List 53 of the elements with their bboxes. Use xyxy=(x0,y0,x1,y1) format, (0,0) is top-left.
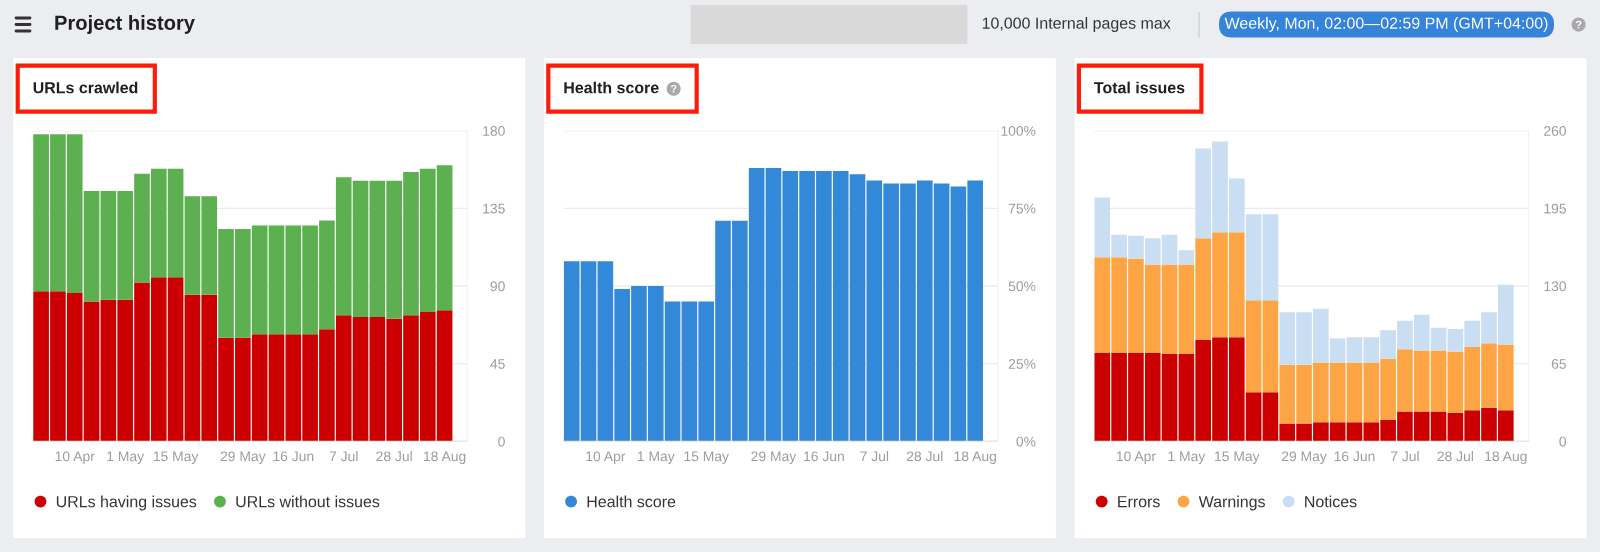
y-tick-label: 260 xyxy=(1544,126,1567,136)
legend-label: URLs having issues xyxy=(56,495,197,511)
y-tick-label: 45 xyxy=(490,359,505,369)
x-tick-label: 1 May xyxy=(637,451,675,464)
y-tick-label: 130 xyxy=(1544,281,1567,292)
chart-title: Health score xyxy=(564,81,659,94)
chart-title: Total issues xyxy=(1094,81,1185,94)
legend-label: Errors xyxy=(1118,496,1160,508)
text: Project history xyxy=(55,15,195,34)
x-tick-label: 16 Jun xyxy=(804,451,844,462)
x-tick-label: 29 May xyxy=(220,451,266,464)
y-tick-label: 100% xyxy=(1001,126,1036,136)
y-tick-label: 0 xyxy=(1559,436,1567,447)
x-tick-label: 15 May xyxy=(153,451,199,464)
x-tick-label: 28 Jul xyxy=(376,451,412,462)
x-tick-label: 10 Apr xyxy=(55,451,95,464)
y-tick-label: 75% xyxy=(1008,203,1036,214)
x-tick-label: 16 Jun xyxy=(1334,451,1375,462)
y-tick-label: 90 xyxy=(490,281,505,292)
text: Weekly, Mon, 02:00—02:59 PM (GMT+04:00) xyxy=(1224,17,1548,32)
y-tick-label: 65 xyxy=(1551,358,1566,369)
y-tick-label: 0 xyxy=(498,436,505,447)
y-tick-label: 0% xyxy=(1016,436,1036,447)
x-tick-label: 29 May xyxy=(1281,451,1327,464)
x-tick-label: 7 Jul xyxy=(860,451,889,462)
x-tick-label: 29 May xyxy=(751,451,797,464)
x-tick-label: 1 May xyxy=(107,451,145,464)
legend-label: URLs without issues xyxy=(236,495,380,508)
y-tick-label: 135 xyxy=(483,203,505,214)
chart-title: URLs crawled xyxy=(33,81,138,94)
x-tick-label: 7 Jul xyxy=(1390,451,1419,462)
y-tick-label: 180 xyxy=(483,126,505,136)
legend-label: Health score xyxy=(587,495,676,508)
x-tick-label: 18 Aug xyxy=(424,451,466,464)
y-tick-label: 195 xyxy=(1544,203,1566,214)
x-tick-label: 28 Jul xyxy=(906,451,943,462)
y-tick-label: 25% xyxy=(1008,358,1036,369)
x-tick-label: 18 Aug xyxy=(1485,451,1527,464)
legend-label: Notices xyxy=(1305,495,1357,508)
x-tick-label: 15 May xyxy=(684,451,729,464)
x-tick-label: 7 Jul xyxy=(329,451,358,462)
bar xyxy=(1262,214,1279,301)
x-tick-label: 16 Jun xyxy=(273,451,314,462)
x-tick-label: 10 Apr xyxy=(586,451,626,464)
x-tick-label: 10 Apr xyxy=(1116,451,1156,464)
text: 10,000 Internal pages max xyxy=(982,17,1171,32)
x-tick-label: 1 May xyxy=(1168,451,1206,464)
x-tick-label: 28 Jul xyxy=(1437,451,1473,462)
bar xyxy=(1178,250,1195,265)
x-tick-label: 15 May xyxy=(1215,451,1260,464)
legend-label: Warnings xyxy=(1198,495,1265,511)
y-tick-label: 50% xyxy=(1008,281,1036,292)
x-tick-label: 18 Aug xyxy=(954,451,996,464)
